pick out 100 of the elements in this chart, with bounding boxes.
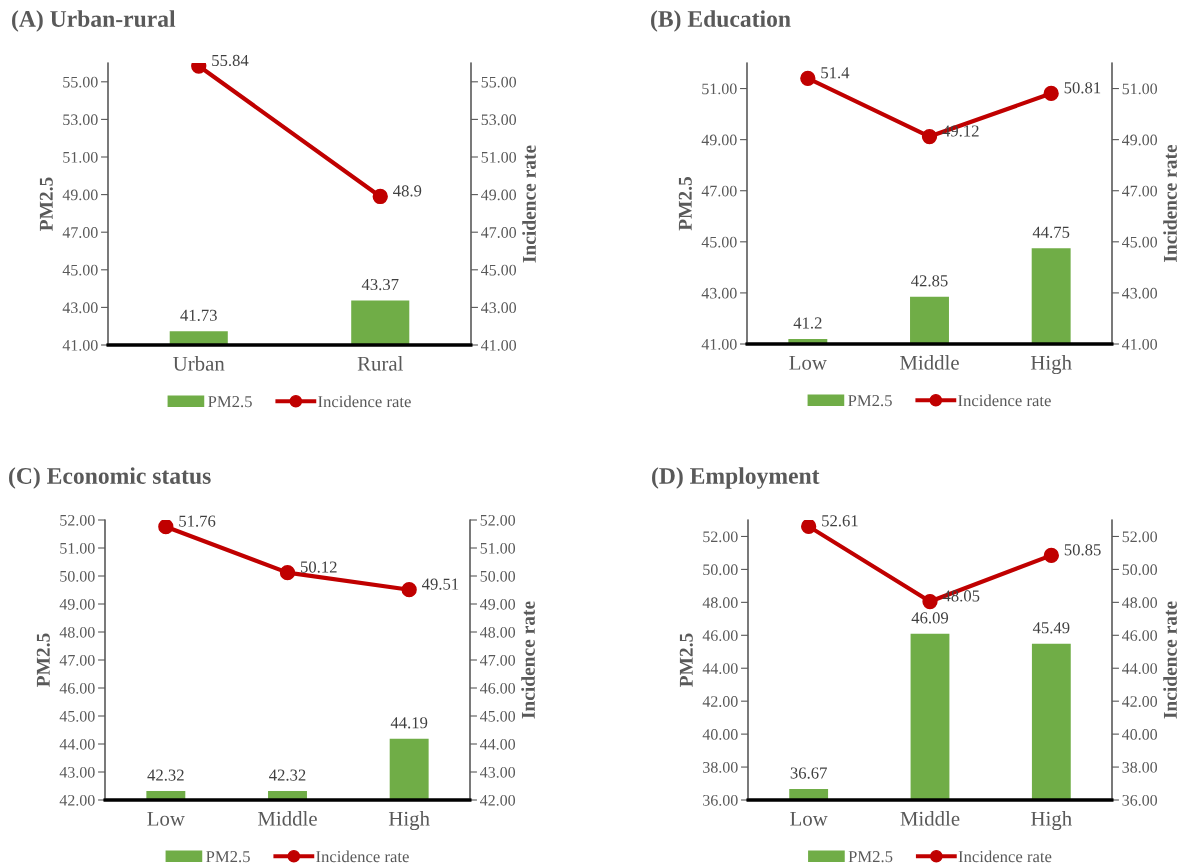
y-tick-label: 42.00: [59, 794, 95, 806]
point: [921, 128, 938, 145]
y2-tick-label: 48.00: [480, 626, 516, 638]
x-tick-label: Urban: [173, 356, 225, 371]
y-axis-title: PM2.5: [679, 633, 693, 687]
y2-axis-title: Incidence rate: [1163, 144, 1177, 262]
y2-tick-label: 51.00: [1122, 83, 1158, 95]
y2-tick-label: 47.00: [480, 654, 516, 666]
y-tick-label: 40.00: [702, 729, 738, 740]
chart-title: (D) Employment: [652, 467, 820, 489]
y-tick-label: 47.00: [62, 227, 98, 238]
y2-tick-label: 49.00: [481, 189, 517, 201]
x-tick-label: High: [1030, 355, 1072, 375]
y2-tick-label: 45.00: [481, 264, 517, 276]
x-tick-label: Middle: [258, 811, 317, 826]
data-label: 51.4: [821, 67, 850, 79]
y2-tick-label: 41.00: [1122, 338, 1158, 350]
y2-tick-label: 49.00: [480, 598, 516, 610]
y2-axis-title: Incidence rate: [1163, 601, 1177, 719]
chart-title: (B) Education: [651, 10, 791, 32]
chart-title: (C) Economic status: [9, 467, 211, 489]
point: [800, 70, 816, 86]
y2-tick-label: 45.00: [1122, 236, 1158, 248]
y2-tick-label: 51.00: [481, 151, 517, 163]
y-tick-label: 51.00: [60, 542, 95, 554]
data-label: 49.12: [942, 125, 979, 137]
y2-axis-title: Incidence rate: [522, 145, 536, 263]
x-tick-label: Middle: [900, 811, 960, 826]
y2-axis-title: Incidence rate: [521, 601, 535, 719]
data-label: 52.61: [822, 515, 858, 527]
point: [158, 520, 174, 535]
y-tick-label: 41.00: [62, 339, 98, 351]
legend-label: PM2.5: [206, 851, 250, 863]
data-label: 36.67: [790, 767, 827, 779]
y2-tick-label: 41.00: [481, 339, 517, 351]
data-label: 44.75: [1032, 226, 1070, 238]
y2-tick-label: 50.00: [1122, 564, 1158, 576]
data-label: 42.85: [911, 275, 948, 287]
y2-tick-label: 38.00: [1122, 761, 1158, 773]
data-label: 50.12: [300, 561, 337, 573]
y2-tick-label: 40.00: [1122, 729, 1158, 740]
y-tick-label: 42.00: [702, 696, 738, 707]
y-tick-label: 49.00: [59, 598, 95, 610]
data-label: 51.76: [179, 515, 216, 527]
y-tick-label: 43.00: [701, 287, 737, 299]
point: [922, 593, 938, 610]
y-tick-label: 49.00: [701, 134, 737, 146]
y2-tick-label: 52.00: [1122, 531, 1158, 543]
y2-tick-label: 42.00: [480, 794, 516, 806]
y-tick-label: 46.00: [702, 630, 738, 642]
point: [1043, 547, 1059, 564]
y2-tick-label: 44.00: [480, 738, 516, 750]
point: [801, 520, 817, 535]
y2-tick-label: 49.00: [1122, 134, 1158, 146]
y-tick-label: 46.00: [59, 682, 95, 694]
y2-tick-label: 44.00: [1122, 663, 1158, 674]
y-tick-label: 43.00: [59, 766, 95, 778]
data-label: 43.37: [361, 278, 399, 291]
y2-tick-label: 42.00: [1122, 696, 1158, 707]
y-axis-title: PM2.5: [678, 176, 692, 231]
data-label: 50.81: [1064, 82, 1101, 94]
x-tick-label: Middle: [900, 355, 959, 370]
y-tick-label: 45.00: [59, 710, 95, 722]
y2-tick-label: 45.00: [480, 710, 516, 722]
y-tick-label: 53.00: [63, 114, 98, 126]
y-tick-label: 44.00: [59, 738, 95, 750]
y-tick-label: 52.00: [60, 514, 95, 526]
y-tick-label: 48.00: [702, 597, 738, 609]
y-tick-label: 47.00: [701, 185, 737, 197]
y-axis-title: PM2.5: [39, 177, 53, 231]
x-tick-label: Low: [790, 811, 828, 826]
y2-tick-label: 53.00: [481, 114, 517, 126]
y2-tick-label: 47.00: [1122, 185, 1158, 197]
data-label: 42.32: [147, 769, 184, 781]
y-tick-label: 50.00: [703, 564, 738, 576]
data-label: 41.73: [180, 309, 217, 322]
chart-title: (A) Urban-rural: [12, 10, 176, 32]
y2-tick-label: 43.00: [481, 302, 517, 314]
x-tick-label: High: [1031, 811, 1072, 831]
point: [401, 582, 417, 598]
y-tick-label: 50.00: [60, 570, 95, 582]
legend-label: Incidence rate: [958, 394, 1051, 407]
legend-label: PM2.5: [208, 396, 252, 408]
data-label: 50.85: [1064, 544, 1101, 556]
legend-label: PM2.5: [848, 395, 892, 407]
y2-tick-label: 46.00: [1122, 630, 1158, 642]
legend-label: Incidence rate: [316, 850, 409, 863]
y-tick-label: 51.00: [702, 83, 737, 95]
data-label: 49.51: [421, 578, 459, 590]
y2-tick-label: 46.00: [480, 682, 516, 694]
y2-tick-label: 36.00: [1122, 794, 1158, 806]
y2-tick-label: 48.00: [1122, 597, 1158, 609]
y2-tick-label: 47.00: [481, 227, 517, 238]
x-tick-label: Rural: [357, 356, 403, 371]
y2-tick-label: 43.00: [1122, 287, 1158, 299]
y-tick-label: 45.00: [62, 264, 98, 276]
x-tick-label: Low: [147, 811, 185, 826]
y2-tick-label: 51.00: [480, 542, 516, 554]
x-tick-label: Low: [789, 355, 827, 370]
point: [1043, 85, 1059, 102]
